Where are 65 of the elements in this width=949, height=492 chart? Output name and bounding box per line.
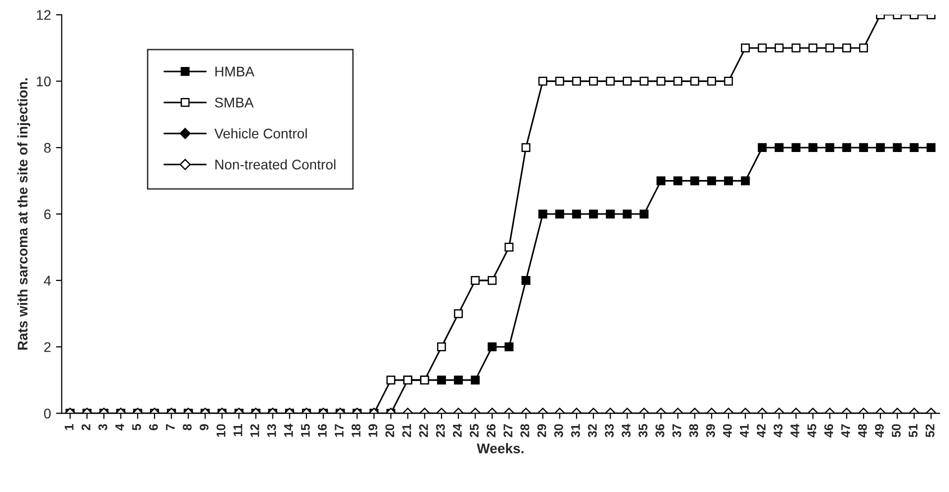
x-tick-label: 14 [284, 424, 293, 437]
x-tick-label: 18 [352, 424, 360, 437]
x-tick-label: 32 [588, 424, 597, 438]
x-tick-label: 19 [368, 424, 378, 437]
x-tick-label: 12 [250, 424, 260, 437]
legend-label: Vehicle Control [214, 128, 307, 138]
legend-label: Non-treated Control [215, 159, 336, 170]
x-axis-title: Weeks. [476, 443, 524, 454]
y-tick-label: 8 [44, 142, 51, 153]
x-tick-label: 49 [874, 424, 884, 438]
y-tick-label: 4 [44, 276, 51, 286]
x-tick-label: 42 [756, 424, 766, 438]
x-tick-label: 40 [723, 424, 732, 438]
x-tick-label: 4 [115, 424, 124, 430]
x-tick-label: 6 [149, 424, 158, 430]
x-tick-label: 52 [926, 424, 934, 438]
x-tick-label: 38 [689, 424, 698, 438]
x-tick-label: 17 [334, 424, 344, 437]
x-tick-label: 1 [64, 424, 74, 430]
x-tick-label: 48 [858, 424, 867, 438]
x-tick-label: 46 [824, 424, 834, 438]
y-tick-label: 10 [36, 76, 51, 86]
x-tick-label: 5 [132, 424, 142, 430]
y-tick-label: 6 [44, 209, 51, 220]
x-tick-label: 2 [82, 424, 90, 430]
x-tick-label: 3 [98, 424, 108, 430]
x-tick-label: 20 [385, 424, 394, 438]
y-tick-label: 12 [36, 10, 51, 20]
y-tick-label: 2 [44, 342, 51, 352]
y-tick-label: 0 [44, 408, 51, 418]
x-tick-label: 41 [740, 424, 749, 438]
y-axis-title: Rats with sarcoma at the site of injection. [17, 78, 30, 350]
x-tick-label: 33 [604, 424, 614, 438]
x-tick-label: 13 [267, 424, 276, 437]
x-tick-label: 28 [520, 424, 530, 438]
x-tick-label: 30 [554, 424, 564, 438]
x-tick-label: 16 [318, 424, 327, 437]
x-tick-label: 39 [706, 424, 715, 438]
x-tick-label: 51 [908, 424, 918, 438]
x-tick-label: 24 [452, 424, 462, 438]
x-tick-label: 9 [200, 424, 209, 430]
x-tick-label: 44 [790, 424, 800, 438]
x-tick-label: 35 [638, 424, 648, 438]
x-tick-label: 27 [504, 424, 512, 438]
x-tick-label: 47 [841, 424, 850, 438]
x-tick-label: 31 [571, 424, 580, 438]
x-tick-label: 34 [622, 424, 631, 438]
x-tick-label: 8 [182, 424, 192, 430]
x-tick-label: 11 [234, 424, 242, 436]
x-tick-label: 15 [301, 424, 310, 437]
legend-label: HMBA [215, 66, 254, 76]
x-tick-label: 45 [808, 424, 816, 438]
x-tick-label: 22 [419, 424, 428, 438]
x-tick-label: 10 [216, 424, 226, 437]
x-tick-label: 36 [655, 424, 664, 438]
x-tick-label: 37 [672, 424, 682, 438]
x-tick-label: 26 [486, 424, 496, 438]
legend-label: SMBA [214, 98, 254, 108]
x-tick-label: 23 [436, 424, 445, 438]
x-tick-label: 21 [402, 424, 411, 438]
x-tick-label: 29 [537, 424, 546, 438]
x-tick-label: 50 [892, 424, 901, 438]
x-tick-label: 7 [166, 424, 175, 430]
x-tick-label: 25 [470, 424, 479, 438]
x-tick-label: 43 [774, 424, 783, 438]
